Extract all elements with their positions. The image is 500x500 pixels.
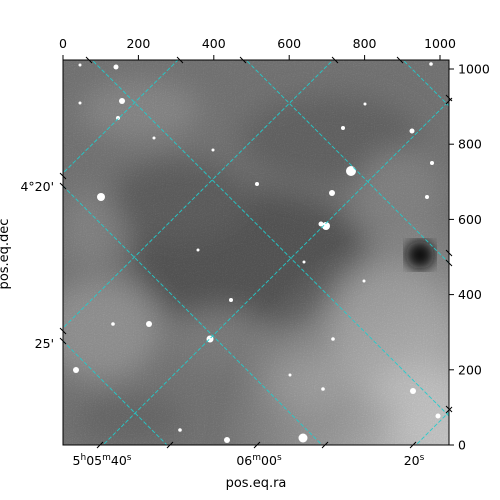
right-tick-label: 1000 bbox=[458, 62, 490, 77]
top-tick-label: 1000 bbox=[424, 36, 456, 51]
y-axis-title: pos.eq.dec bbox=[0, 219, 12, 290]
dec-axis-labels: 4°20' 25' bbox=[20, 179, 54, 351]
top-tick-label: 200 bbox=[126, 36, 150, 51]
top-tick-label: 0 bbox=[59, 36, 67, 51]
grid-line bbox=[402, 60, 449, 107]
ra-tick-label: 06m00s bbox=[236, 453, 282, 468]
ra-axis-labels: 5h05m40s 06m00s 20s bbox=[73, 453, 425, 468]
top-pixel-axis: 0 200 400 600 800 1000 bbox=[59, 36, 456, 60]
stars bbox=[73, 62, 441, 443]
right-tick-label: 200 bbox=[458, 362, 482, 377]
top-tick-label: 600 bbox=[277, 36, 301, 51]
grid-line bbox=[63, 185, 323, 445]
world-ticks bbox=[59, 56, 453, 449]
ra-tick-label: 20s bbox=[404, 453, 425, 468]
sky-image bbox=[63, 60, 449, 445]
x-axis-title: pos.eq.ra bbox=[226, 476, 287, 491]
right-pixel-axis: 0 200 400 600 800 1000 bbox=[449, 62, 490, 453]
grid-line bbox=[91, 60, 449, 417]
grid-line bbox=[63, 60, 334, 329]
right-tick-label: 400 bbox=[458, 287, 482, 302]
right-tick-label: 600 bbox=[458, 212, 482, 227]
dec-tick-label: 4°20' bbox=[20, 179, 54, 194]
top-tick-label: 800 bbox=[353, 36, 377, 51]
grid-line bbox=[245, 60, 449, 264]
grid-line bbox=[63, 340, 168, 445]
top-tick-label: 400 bbox=[202, 36, 226, 51]
ra-tick-label: 5h05m40s bbox=[73, 453, 132, 468]
grid-line bbox=[63, 60, 179, 174]
grid-line bbox=[102, 100, 449, 445]
right-tick-label: 0 bbox=[458, 438, 466, 453]
coordinate-grid bbox=[63, 60, 449, 445]
dec-tick-label: 25' bbox=[35, 336, 54, 351]
grid-line bbox=[415, 411, 449, 445]
right-tick-label: 800 bbox=[458, 137, 482, 152]
